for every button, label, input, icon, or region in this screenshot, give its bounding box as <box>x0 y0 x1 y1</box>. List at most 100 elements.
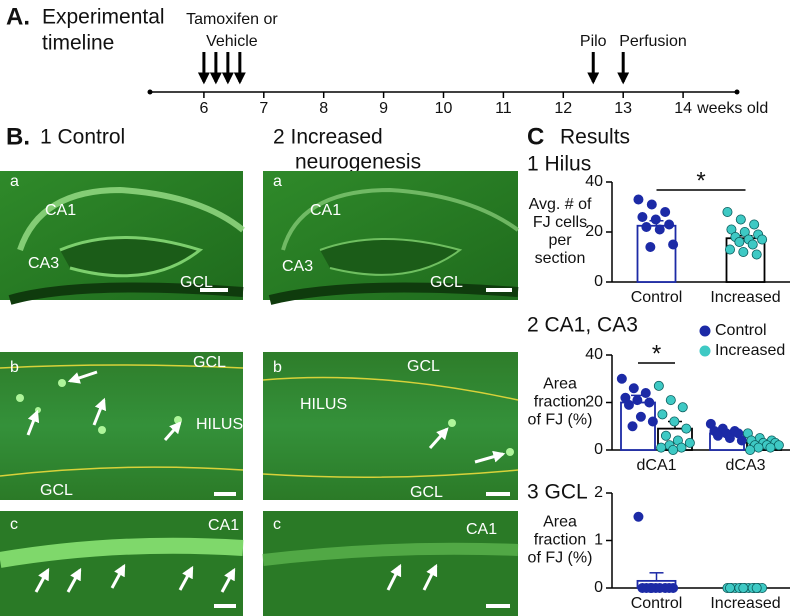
image-letter: c <box>10 516 18 533</box>
image-letter: a <box>273 173 282 190</box>
event-label: Pilo <box>580 33 607 50</box>
region-label: CA1 <box>466 521 497 538</box>
chart-title: 2 CA1, CA3 <box>527 314 638 337</box>
bar <box>636 224 677 283</box>
y-tick-label: 40 <box>585 173 603 190</box>
data-point <box>654 583 665 594</box>
data-point <box>738 583 749 594</box>
x-tick-label: 12 <box>554 100 572 117</box>
micrograph: a CA1 CA3 GCL <box>263 171 520 305</box>
data-point <box>647 416 658 427</box>
data-point <box>668 583 679 594</box>
image-letter: b <box>273 359 282 376</box>
y-axis-label: Avg. # of <box>529 196 592 213</box>
data-point <box>653 380 664 391</box>
micrograph: b GCL HILUS GCL <box>0 352 243 500</box>
data-point <box>745 444 756 455</box>
data-point <box>645 241 656 252</box>
data-point <box>657 409 668 420</box>
y-axis-label: of FJ (%) <box>528 550 593 567</box>
micrograph: a CA1 CA3 GCL <box>0 171 245 305</box>
data-point <box>640 387 651 398</box>
y-axis-label: of FJ (%) <box>528 412 593 429</box>
x-tick-label: 14 <box>674 100 692 117</box>
data-point <box>644 397 655 408</box>
data-point <box>747 239 758 250</box>
panel-label: B. <box>6 123 30 150</box>
region-label: CA3 <box>282 258 313 275</box>
timeline-end <box>147 89 153 95</box>
region-label: GCL <box>40 482 73 499</box>
region-label: HILUS <box>196 416 243 433</box>
event-label: Tamoxifen or <box>186 11 278 28</box>
region-label: CA1 <box>310 202 341 219</box>
x-tick-label: 7 <box>259 100 268 117</box>
panel-title: Results <box>560 126 630 149</box>
data-point <box>616 373 627 384</box>
data-point <box>724 244 735 255</box>
data-point <box>668 444 679 455</box>
column-title: 1 Control <box>40 126 125 149</box>
y-tick-label: 0 <box>594 579 603 596</box>
y-tick-label: 1 <box>594 532 603 549</box>
x-tick-label: dCA1 <box>636 457 676 474</box>
legend-label: Control <box>715 322 767 339</box>
y-tick-label: 0 <box>594 441 603 458</box>
x-tick-label: 13 <box>614 100 632 117</box>
region-label: GCL <box>430 274 463 291</box>
timeline-title: timeline <box>42 32 114 55</box>
bar <box>725 237 766 283</box>
data-point <box>722 206 733 217</box>
micrograph: b GCL HILUS GCL <box>262 352 519 501</box>
legend-label: Increased <box>715 342 785 359</box>
timeline-title: Experimental <box>42 6 165 29</box>
data-point <box>627 421 638 432</box>
data-point <box>724 583 735 594</box>
x-tick-label: 8 <box>319 100 328 117</box>
data-point <box>684 437 695 448</box>
x-tick-label: 6 <box>199 100 208 117</box>
data-point <box>660 430 671 441</box>
x-tick-label: Control <box>631 595 683 612</box>
micrograph: c CA1 <box>262 511 519 616</box>
region-label: CA3 <box>28 255 59 272</box>
data-point <box>635 411 646 422</box>
micrograph: c CA1 <box>0 511 244 616</box>
data-point <box>641 221 652 232</box>
data-point <box>734 236 745 247</box>
chart-title: 3 GCL <box>527 481 588 504</box>
chart-title: 1 Hilus <box>527 153 591 176</box>
y-axis-label: Area <box>543 376 577 393</box>
y-tick-label: 2 <box>594 484 603 501</box>
y-axis-label: fraction <box>534 394 586 411</box>
timeline: 6 7 8 9 10 11 12 13 14 weeks old Tamoxifen or Vehic… <box>147 11 768 117</box>
x-tick-label: Increased <box>710 595 780 612</box>
significance-label: * <box>652 340 661 367</box>
data-point <box>751 249 762 260</box>
region-label: GCL <box>410 484 443 501</box>
data-point <box>753 442 764 453</box>
data-point <box>623 399 634 410</box>
data-point <box>660 206 671 217</box>
x-tick-label: Increased <box>710 289 780 306</box>
region-label: HILUS <box>300 396 347 413</box>
data-point <box>664 219 675 230</box>
data-point <box>757 234 768 245</box>
region-label: GCL <box>407 358 440 375</box>
data-point <box>735 214 746 225</box>
image-letter: a <box>10 173 19 190</box>
data-point <box>668 239 679 250</box>
y-tick-label: 0 <box>594 273 603 290</box>
data-point <box>677 402 688 413</box>
data-point <box>712 430 723 441</box>
y-axis-label: FJ cells <box>533 214 587 231</box>
image-letter: b <box>10 359 19 376</box>
data-point <box>633 511 644 522</box>
column-title: 2 Increased <box>273 126 383 149</box>
y-tick-label: 40 <box>585 346 603 363</box>
x-tick-label: 9 <box>379 100 388 117</box>
